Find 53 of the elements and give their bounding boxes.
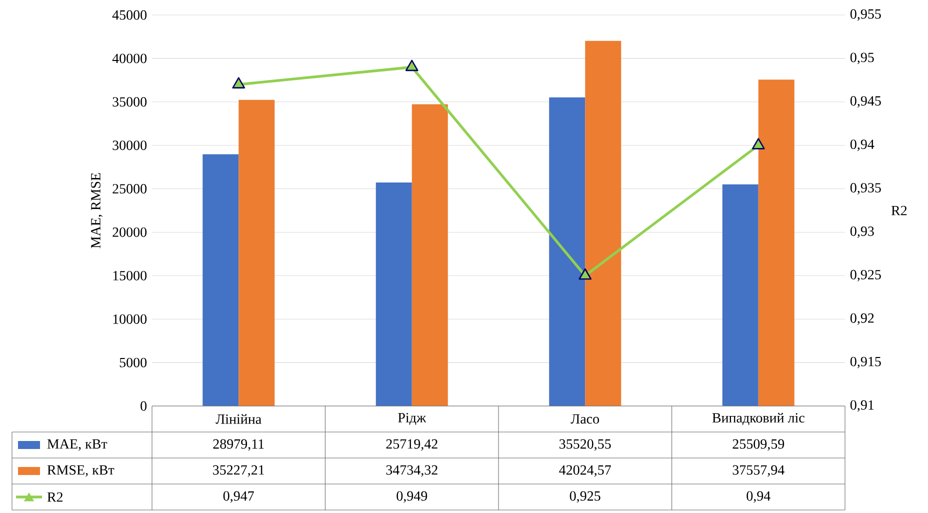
- bar: [585, 40, 622, 406]
- bar: [758, 80, 794, 406]
- data-label: 25719,42: [386, 439, 438, 451]
- x-tick-label: Рідж: [398, 413, 426, 425]
- y-tick-label: 0: [140, 401, 147, 411]
- data-label: 37557,94: [732, 465, 784, 477]
- y-tick-label: 45000: [112, 10, 147, 20]
- point: [578, 268, 592, 280]
- y2-tick-label: 0,955: [850, 9, 881, 21]
- point: [405, 60, 418, 72]
- x-tick-label: Лінійна: [216, 414, 262, 424]
- y2-tick-label: 0,93: [850, 226, 874, 238]
- legend-label: R2: [47, 492, 63, 502]
- y2-tick-label: 0,925: [850, 270, 881, 282]
- y-axis-title: MAE, RMSE: [91, 173, 102, 248]
- bar: [202, 154, 239, 406]
- data-label: 42024,57: [559, 465, 611, 477]
- x-tick-label: Випадковий ліс: [712, 412, 804, 426]
- legend-label: MAE, кВт: [47, 439, 108, 451]
- y-tick-label: 40000: [112, 54, 147, 64]
- data-label: 35227,21: [213, 465, 264, 477]
- data-label: 25509,59: [732, 439, 784, 451]
- bar: [722, 184, 758, 406]
- y-tick-label: 35000: [112, 97, 147, 107]
- y-tick-label: 20000: [112, 228, 147, 237]
- x-tick-label: Ласо: [570, 414, 600, 424]
- legend-label: RMSE, кВт: [47, 465, 114, 477]
- data-label: 0,947: [223, 491, 254, 503]
- bar: [549, 97, 586, 406]
- data-label: 28979,11: [213, 439, 264, 451]
- data-label: 0,925: [570, 491, 600, 503]
- point: [232, 77, 246, 89]
- y2-tick-label: 0,915: [850, 356, 881, 368]
- data-label: 34734,32: [386, 465, 438, 477]
- y2-tick-label: 0,945: [850, 96, 881, 108]
- point: [752, 138, 765, 150]
- data-label: 35520,55: [560, 439, 611, 451]
- y2-axis-title: R2: [891, 206, 907, 216]
- y2-tick-label: 0,91: [850, 400, 874, 412]
- y2-tick-label: 0,95: [850, 52, 874, 64]
- y2-tick-label: 0,94: [850, 140, 874, 152]
- bar: [412, 104, 448, 406]
- y-tick-label: 25000: [112, 184, 147, 194]
- y2-tick-label: 0,935: [850, 183, 881, 195]
- y-tick-label: 10000: [113, 314, 147, 324]
- data-label: 0,94: [746, 491, 770, 503]
- data-label: 0,949: [396, 491, 428, 503]
- bar: [238, 100, 275, 406]
- y-tick-label: 30000: [112, 140, 147, 150]
- y2-tick-label: 0,92: [850, 313, 874, 325]
- y-tick-label: 15000: [113, 270, 147, 280]
- bar: [376, 182, 412, 406]
- y-tick-label: 5000: [120, 358, 147, 368]
